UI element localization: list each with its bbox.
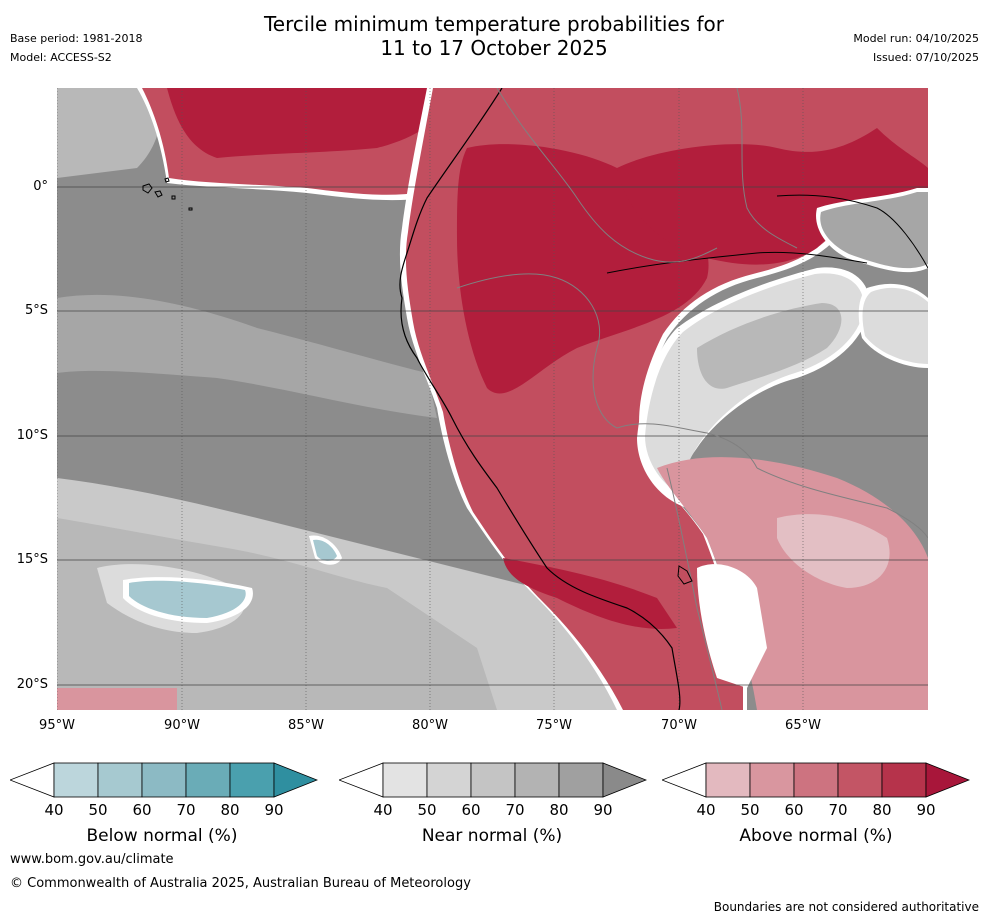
colorbar-below-tick: 80 — [220, 801, 240, 819]
lon-label-95w: 95°W — [39, 718, 75, 733]
issued-text: Issued: 07/10/2025 — [872, 51, 979, 64]
colorbar-above-tick: 40 — [696, 801, 716, 819]
disclaimer-text: Boundaries are not considered authoritat… — [713, 900, 979, 914]
colorbar-near-tick: 90 — [593, 801, 613, 819]
colorbar-above-swatch-4 — [837, 762, 883, 798]
above-normal-light-south — [777, 514, 890, 588]
colorbar-below-swatch-3 — [141, 762, 187, 798]
lat-label-5s: 5°S — [24, 303, 48, 318]
colorbar-near-tick: 50 — [417, 801, 437, 819]
lon-label-90w: 90°W — [164, 718, 200, 733]
lat-label-15s: 15°S — [16, 552, 48, 567]
colorbar-below-swatch-5 — [229, 762, 275, 798]
near-normal-region-south-inner — [57, 518, 497, 710]
colorbar-below-tick: 70 — [176, 801, 196, 819]
colorbar-near — [339, 762, 647, 798]
country-borders — [456, 88, 928, 710]
title-line-2: 11 to 17 October 2025 — [380, 36, 608, 60]
above-normal-region-south — [657, 457, 928, 710]
copyright-text: © Commonwealth of Australia 2025, Austra… — [10, 876, 471, 891]
colorbar-below-tick: 40 — [44, 801, 64, 819]
colorbar-above — [662, 762, 970, 798]
colorbar-below — [10, 762, 318, 798]
near-normal-core-interior — [697, 303, 842, 389]
lon-label-80w: 80°W — [412, 718, 448, 733]
lake-titicaca — [677, 565, 693, 585]
colorbar-above-tick: 80 — [872, 801, 892, 819]
colorbar-near-label: Near normal (%) — [421, 826, 563, 846]
probability-map — [57, 88, 928, 710]
colorbar-above-tick: 90 — [916, 801, 936, 819]
white-region-altiplano — [697, 564, 767, 688]
colorbar-above-swatch-2 — [749, 762, 795, 798]
colorbar-near-tick: 40 — [373, 801, 393, 819]
above-normal-core-north — [167, 88, 457, 158]
colorbar-near-swatch-3 — [470, 762, 516, 798]
colorbar-near-swatch-4 — [514, 762, 560, 798]
colorbar-below-swatch-6 — [273, 762, 318, 798]
colorbar-above-swatch-1 — [705, 762, 751, 798]
colorbar-above-tick: 70 — [828, 801, 848, 819]
below-normal-region-sw — [129, 580, 246, 618]
lon-label-75w: 75°W — [536, 718, 572, 733]
colorbar-below-label: Below normal (%) — [86, 826, 238, 846]
page-title: Tercile minimum temperature probabilitie… — [0, 12, 988, 60]
below-normal-region-small — [313, 539, 337, 561]
model-run-text: Model run: 04/10/2025 — [853, 32, 979, 45]
lat-label-10s: 10°S — [16, 428, 48, 443]
colorbar-near-tick: 70 — [505, 801, 525, 819]
latitude-gridlines — [57, 186, 928, 686]
galapagos-islands — [142, 177, 193, 211]
lon-label-85w: 85°W — [288, 718, 324, 733]
amazon-river — [776, 194, 928, 269]
coastline — [399, 88, 681, 710]
colorbar-below-tick: 50 — [88, 801, 108, 819]
colorbar-near-swatch-5 — [558, 762, 604, 798]
colorbar-above-swatch-3 — [793, 762, 839, 798]
map-svg — [57, 88, 928, 710]
colorbar-near-swatch-1 — [382, 762, 428, 798]
colorbar-near-tick: 80 — [549, 801, 569, 819]
lon-label-70w: 70°W — [661, 718, 697, 733]
near-normal-region-ne — [820, 192, 928, 269]
colorbar-below-swatch-4 — [185, 762, 231, 798]
near-normal-region-east — [862, 287, 928, 364]
colorbar-above-swatch-0 — [662, 762, 707, 798]
colorbar-above-tick: 60 — [784, 801, 804, 819]
colorbar-below-swatch-2 — [97, 762, 143, 798]
colorbar-above-swatch-5 — [881, 762, 927, 798]
colorbar-above-tick: 50 — [740, 801, 760, 819]
base-period-text: Base period: 1981-2018 — [10, 32, 143, 45]
colorbar-near-swatch-2 — [426, 762, 472, 798]
colorbar-below-swatch-0 — [10, 762, 55, 798]
colorbar-below-swatch-1 — [53, 762, 99, 798]
amazon-river-west — [606, 251, 868, 274]
above-normal-region-sw — [57, 688, 177, 710]
lat-label-0: 0° — [33, 179, 48, 194]
website-link[interactable]: www.bom.gov.au/climate — [10, 852, 174, 867]
title-line-1: Tercile minimum temperature probabilitie… — [263, 12, 725, 36]
near-normal-region-nw — [57, 88, 161, 178]
lat-label-20s: 20°S — [16, 677, 48, 692]
colorbar-above-label: Above normal (%) — [739, 826, 893, 846]
colorbar-near-swatch-0 — [339, 762, 384, 798]
near-normal-region-mid — [57, 294, 437, 418]
model-text: Model: ACCESS-S2 — [10, 51, 112, 64]
colorbar-below-tick: 60 — [132, 801, 152, 819]
colorbar-near-tick: 60 — [461, 801, 481, 819]
colorbar-above-swatch-6 — [925, 762, 970, 798]
colorbar-near-swatch-6 — [602, 762, 647, 798]
lon-label-65w: 65°W — [785, 718, 821, 733]
colorbar-below-tick: 90 — [264, 801, 284, 819]
above-normal-core-ne — [617, 128, 928, 265]
